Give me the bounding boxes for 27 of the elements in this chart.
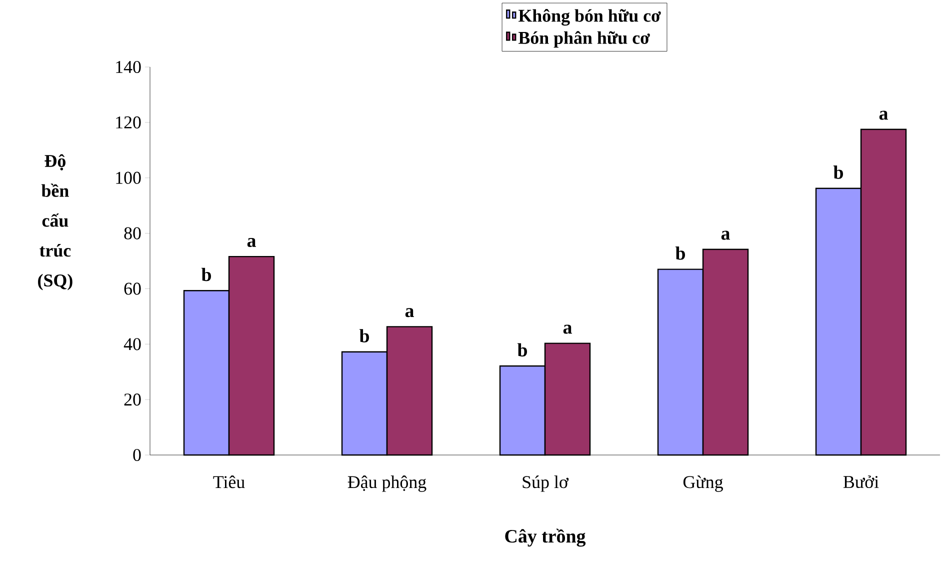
legend-label: Bón phân hữu cơ [518, 31, 650, 48]
y-axis-title: Độ bền cấu trúc (SQ) [38, 154, 72, 290]
y-tick-label: 120 [116, 116, 141, 128]
legend-label: Không bón hữu cơ [518, 9, 661, 26]
annotation: b [359, 329, 369, 342]
annotation: b [201, 268, 211, 282]
x-tick-label: Súp lơ [522, 476, 569, 492]
annotation: a [721, 230, 730, 240]
annotation: a [247, 238, 256, 248]
y-tick-label: 40 [124, 338, 141, 350]
x-axis-title: Cây trồng [505, 528, 586, 547]
x-tick-label: Tiêu [213, 476, 245, 488]
y-tick-label: 140 [116, 60, 141, 74]
x-tick-label: Bưởi [843, 476, 879, 488]
y-tick-label: 100 [116, 172, 141, 184]
annotation: a [563, 324, 572, 334]
y-tick-label: 0 [133, 448, 141, 462]
annotation: a [879, 110, 888, 120]
y-tick-label: 80 [124, 227, 141, 240]
annotation: b [833, 166, 843, 179]
x-tick-label: Gừng [683, 476, 723, 492]
annotation: b [675, 246, 685, 260]
annotation: b [517, 343, 527, 357]
y-tick-label: 20 [124, 394, 141, 406]
annotation: a [405, 308, 414, 318]
x-tick-label: Đậu phộng [348, 476, 426, 492]
y-tick-label: 60 [124, 282, 141, 295]
